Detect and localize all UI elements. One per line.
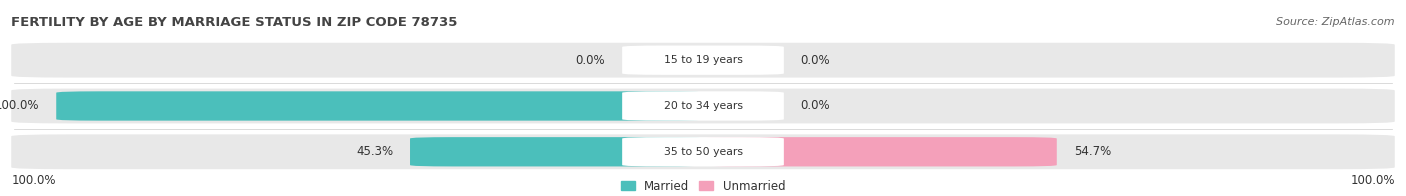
Legend: Married, Unmarried: Married, Unmarried bbox=[620, 180, 786, 192]
Text: FERTILITY BY AGE BY MARRIAGE STATUS IN ZIP CODE 78735: FERTILITY BY AGE BY MARRIAGE STATUS IN Z… bbox=[11, 16, 457, 29]
FancyBboxPatch shape bbox=[56, 91, 703, 121]
Text: 0.0%: 0.0% bbox=[801, 54, 831, 67]
Text: 35 to 50 years: 35 to 50 years bbox=[664, 147, 742, 157]
Text: 45.3%: 45.3% bbox=[356, 145, 394, 158]
Text: 15 to 19 years: 15 to 19 years bbox=[664, 55, 742, 65]
FancyBboxPatch shape bbox=[621, 91, 785, 121]
FancyBboxPatch shape bbox=[11, 134, 1395, 169]
FancyBboxPatch shape bbox=[11, 43, 1395, 78]
FancyBboxPatch shape bbox=[621, 137, 785, 166]
Text: Source: ZipAtlas.com: Source: ZipAtlas.com bbox=[1277, 17, 1395, 27]
FancyBboxPatch shape bbox=[621, 45, 785, 75]
Text: 0.0%: 0.0% bbox=[801, 100, 831, 113]
Text: 100.0%: 100.0% bbox=[11, 173, 56, 187]
FancyBboxPatch shape bbox=[11, 89, 1395, 123]
Text: 100.0%: 100.0% bbox=[0, 100, 39, 113]
Text: 20 to 34 years: 20 to 34 years bbox=[664, 101, 742, 111]
FancyBboxPatch shape bbox=[703, 137, 1057, 166]
FancyBboxPatch shape bbox=[411, 137, 703, 166]
Text: 100.0%: 100.0% bbox=[1350, 173, 1395, 187]
Text: 0.0%: 0.0% bbox=[575, 54, 606, 67]
Text: 54.7%: 54.7% bbox=[1074, 145, 1111, 158]
